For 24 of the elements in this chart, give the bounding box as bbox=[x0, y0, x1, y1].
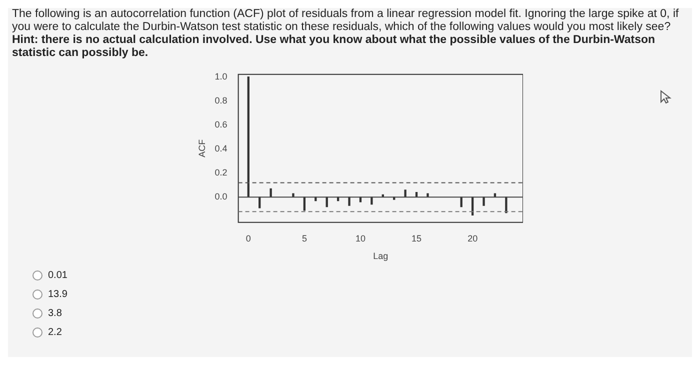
x-tick-label: 10 bbox=[355, 233, 366, 244]
y-tick-label: 1.0 bbox=[214, 71, 228, 82]
bar bbox=[505, 196, 508, 214]
y-axis-title: ACF bbox=[196, 138, 207, 158]
y-tick-label: 0.6 bbox=[214, 119, 228, 130]
y-tick-label: 0.0 bbox=[214, 192, 228, 202]
text: 0.01 bbox=[48, 270, 68, 281]
x-tick-label: 20 bbox=[468, 233, 478, 244]
x-axis-title: Lag bbox=[373, 251, 388, 262]
bar bbox=[370, 196, 373, 205]
bar bbox=[348, 196, 350, 206]
chart-title: The following is an autocorrelation function (ACF) plot of residuals from a linear regression model fit. Ignoring the large spike at 0, if you were to calculate the Durbin-Watson test statistic on these residuals, which of the following values would you most likely see? bbox=[12, 8, 679, 33]
y-tick-label: 0.2 bbox=[214, 168, 228, 178]
text: 2.2 bbox=[48, 327, 62, 338]
x-tick-label: 15 bbox=[412, 233, 422, 244]
chart-subtitle: Hint: there is no actual calculation involved. Use what you know about what the possible values of the Durbin-Watson statistic can possibly be. bbox=[12, 34, 656, 59]
bar bbox=[247, 76, 250, 198]
text: 3.8 bbox=[48, 308, 62, 319]
text: 13.9 bbox=[48, 289, 68, 300]
x-tick-label: 0 bbox=[246, 233, 251, 244]
x-tick-label: 5 bbox=[302, 233, 307, 244]
y-tick-label: 0.8 bbox=[214, 95, 228, 106]
bar bbox=[482, 196, 485, 206]
y-tick-label: 0.4 bbox=[214, 143, 228, 154]
